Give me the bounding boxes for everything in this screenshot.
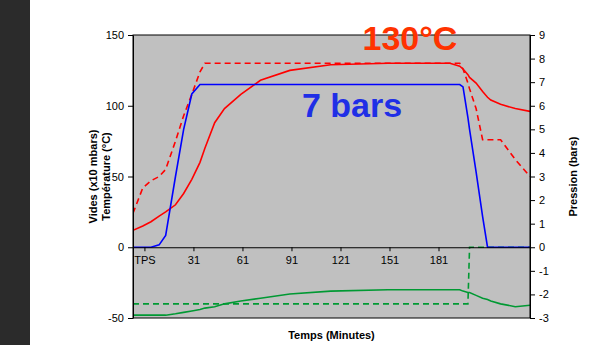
plot-frame [133,35,530,318]
tick: 150 [106,29,133,41]
series-line [133,247,530,304]
tick: 2 [530,194,545,206]
tick-mark [193,247,194,251]
tick-label: 91 [286,254,298,266]
tick-label: 6 [539,100,545,112]
tick: 50 [112,171,133,183]
series-line [133,290,530,315]
tick-mark [530,82,535,83]
tick-label: 100 [106,100,124,112]
tick-label: 4 [539,147,545,159]
tick-mark [389,247,390,251]
tick: -50 [108,312,133,324]
tick: 91 [286,247,298,266]
tick-label: 121 [332,254,350,266]
series-line [133,85,530,248]
tick-mark [530,247,535,248]
tick-label: -3 [539,312,549,324]
tick-label: 2 [539,194,545,206]
tick-label: 1 [539,218,545,230]
tick-label: 61 [237,254,249,266]
tick-mark [128,318,133,319]
tick-label: 7 [539,76,545,88]
tick-mark [530,59,535,60]
tick-label: TPS [134,254,155,266]
tick: 1 [530,218,545,230]
tick-label: 150 [106,29,124,41]
tick-label: 50 [112,171,124,183]
tick-mark [128,106,133,107]
tick-mark [128,247,133,248]
tick: -1 [530,265,549,277]
y-axis-title: Température (°C) [100,132,112,221]
photo-strip [0,0,30,345]
x-axis-line [134,247,531,248]
tick: 3 [530,171,545,183]
y-axis-title: Vides (x10 mbars) [87,129,99,223]
tick-mark [291,247,292,251]
tick: 61 [237,247,249,266]
x-axis-title: Temps (Minutes) [288,329,375,341]
tick: 181 [430,247,448,266]
tick: 5 [530,123,545,135]
tick-mark [530,294,535,295]
tick: 121 [332,247,350,266]
tick: 7 [530,76,545,88]
tick-mark [530,129,535,130]
tick: 0 [530,241,545,253]
tick-label: 181 [430,254,448,266]
tick-label: 0 [539,241,545,253]
tick-mark [530,106,535,107]
tick: 0 [118,241,133,253]
tick-label: 3 [539,171,545,183]
tick: TPS [134,247,155,266]
series-group [133,63,530,315]
tick-mark [144,247,145,251]
tick-label: 151 [381,254,399,266]
tick-mark [530,271,535,272]
annotation: 7 bars [302,86,402,124]
tick-mark [340,247,341,251]
tick-mark [530,224,535,225]
tick-label: 0 [118,241,124,253]
tick-label: 8 [539,53,545,65]
tick: 151 [381,247,399,266]
series-line [133,63,530,230]
y-axis-line [133,36,134,319]
tick-mark [530,177,535,178]
tick: 9 [530,29,545,41]
tick-mark [530,318,535,319]
tick-label: -50 [108,312,124,324]
tick: -3 [530,312,549,324]
y2-axis-title: Pression (bars) [567,136,579,216]
tick: -2 [530,288,549,300]
annotation: 130°C [363,19,458,57]
tick-mark [530,153,535,154]
tick-label: -2 [539,288,549,300]
tick-label: 31 [188,254,200,266]
tick: 31 [188,247,200,266]
tick-label: 9 [539,29,545,41]
plot-background [133,35,530,318]
tick-label: 5 [539,123,545,135]
tick: 4 [530,147,545,159]
tick: 100 [106,100,133,112]
tick: 6 [530,100,545,112]
tick-mark [128,35,133,36]
tick-mark [439,247,440,251]
y2-axis: -3 -2 -1 0 1 2 3 4 5 6 7 8 9 [530,29,549,324]
tick-mark [242,247,243,251]
tick-label: -1 [539,265,549,277]
tick-mark [128,177,133,178]
x-axis: TPS 31 61 91 121 151 181 [134,247,531,266]
tick-mark [530,35,535,36]
tick-mark [530,200,535,201]
tick: 8 [530,53,545,65]
